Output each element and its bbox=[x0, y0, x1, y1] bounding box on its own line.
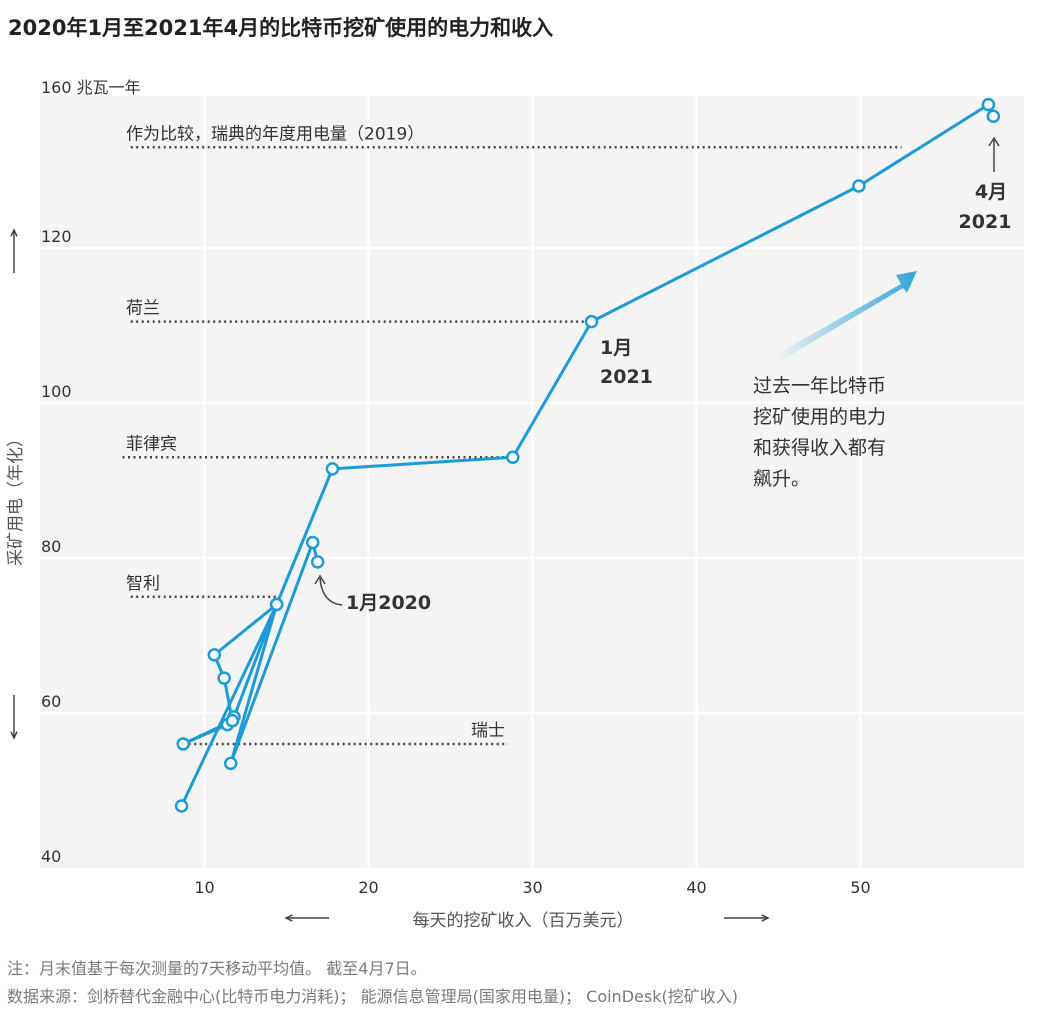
y-tick-label: 40 bbox=[41, 847, 61, 866]
data-point bbox=[176, 737, 190, 751]
data-point bbox=[986, 109, 1001, 123]
data-point bbox=[506, 450, 520, 464]
x-tick-label: 10 bbox=[194, 878, 214, 897]
annotation-arrow-head bbox=[314, 574, 326, 585]
x-tick-label: 20 bbox=[358, 878, 378, 897]
x-arrow-right-head bbox=[761, 914, 770, 922]
data-point bbox=[584, 314, 599, 329]
annotation-jan-2021-year: 2021 bbox=[600, 366, 653, 388]
chart-title: 2020年1月至2021年4月的比特币挖矿使用的电力和收入 bbox=[8, 16, 554, 40]
data-point bbox=[310, 555, 325, 569]
annotation-apr-2021-month: 4月 bbox=[975, 181, 1007, 203]
trend-arrow bbox=[775, 271, 917, 362]
data-point bbox=[207, 648, 222, 662]
data-point bbox=[325, 462, 340, 476]
y-axis-label: 采矿用电（年化） bbox=[6, 430, 26, 566]
reference-label: 菲律宾 bbox=[126, 434, 177, 454]
annotation-jan-2021-month: 1月 bbox=[600, 337, 632, 359]
reference-label: 作为比较，瑞典的年度用电量（2019） bbox=[126, 124, 424, 144]
data-point bbox=[223, 756, 238, 771]
y-arrow-up-head bbox=[10, 228, 18, 237]
callout-line: 飙升。 bbox=[753, 468, 810, 490]
chart: 10 20 30 40 50 40 60 80 100 120 160 兆瓦一年每天的挖矿收入（百万… bbox=[6, 78, 1024, 931]
y-tick-label: 120 bbox=[41, 227, 72, 246]
reference-label: 瑞士 bbox=[471, 721, 505, 741]
chart-note: 注：月末值基于每次测量的7天移动平均值。 截至4月7日。 bbox=[7, 959, 427, 978]
x-axis-label: 每天的挖矿收入（百万美元） bbox=[413, 911, 634, 931]
x-tick-label: 30 bbox=[522, 878, 542, 897]
y-tick-label: 60 bbox=[41, 692, 61, 711]
data-point bbox=[852, 179, 866, 193]
callout-line: 和获得收入都有 bbox=[753, 437, 886, 459]
data-point bbox=[174, 799, 189, 813]
annotation-arrow-head bbox=[988, 136, 1000, 147]
x-tick-label: 40 bbox=[686, 878, 706, 897]
chart-notes: 注：月末值基于每次测量的7天移动平均值。 截至4月7日。 数据来源：剑桥替代金融… bbox=[7, 955, 738, 1011]
chart-source: 数据来源：剑桥替代金融中心(比特币电力消耗)； 能源信息管理局(国家用电量)； … bbox=[7, 987, 738, 1006]
y-tick-label: 100 bbox=[41, 382, 72, 401]
data-point bbox=[305, 535, 320, 550]
callout-line: 过去一年比特币 bbox=[753, 375, 886, 397]
data-point bbox=[981, 97, 996, 112]
callout-line: 挖矿使用的电力 bbox=[753, 406, 886, 428]
data-point bbox=[269, 597, 284, 612]
reference-label: 荷兰 bbox=[126, 299, 160, 319]
x-tick-label: 50 bbox=[850, 878, 870, 897]
y-tick-label: 80 bbox=[41, 537, 61, 556]
annotation-apr-2021-year: 2021 bbox=[959, 211, 1012, 233]
annotation-arrow bbox=[319, 577, 343, 606]
x-arrow-left-head bbox=[284, 914, 293, 922]
y-tick-label: 160 兆瓦一年 bbox=[41, 78, 141, 97]
reference-label: 智利 bbox=[126, 574, 160, 594]
data-point bbox=[225, 714, 240, 728]
annotation-jan-2020: 1月2020 bbox=[346, 592, 431, 614]
data-point bbox=[217, 671, 231, 685]
y-arrow-down-head bbox=[10, 731, 18, 740]
